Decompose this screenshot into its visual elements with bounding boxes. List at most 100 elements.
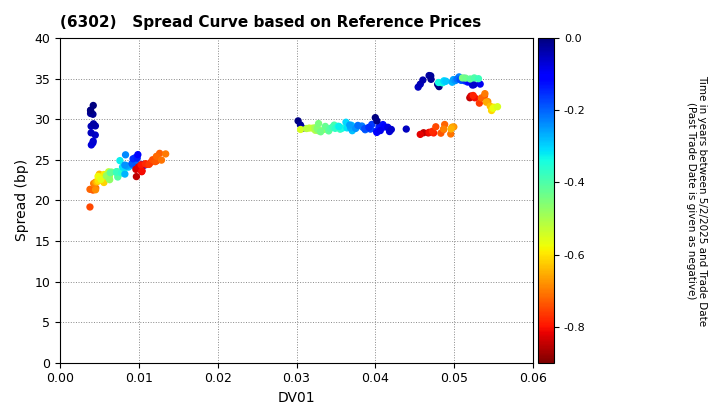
Point [446,124,458,131]
Point [136,167,148,174]
Point [459,78,471,84]
Point [363,124,374,131]
Point [135,161,147,168]
Point [309,124,320,131]
Point [138,162,150,169]
Point [336,125,348,131]
Point [127,162,138,168]
Point [488,104,500,110]
Point [333,123,344,130]
Point [143,161,155,168]
Point [320,123,331,130]
Text: (6302)   Spread Curve based on Reference Prices: (6302) Spread Curve based on Reference P… [60,15,482,30]
Point [386,126,397,133]
Point [341,125,353,131]
Point [466,77,477,84]
Point [463,78,474,85]
Point [106,169,117,176]
Point [427,128,438,135]
Point [94,171,105,178]
Point [99,176,110,183]
Point [132,151,143,158]
Point [150,158,162,164]
Point [136,161,148,168]
Point [87,111,99,118]
Point [445,131,456,137]
Point [130,159,141,166]
Point [350,125,361,132]
Point [312,120,324,127]
Point [359,125,370,132]
Point [323,128,335,134]
Point [87,140,99,147]
Point [126,160,138,167]
Point [413,84,424,90]
Point [104,169,116,176]
Point [479,90,490,97]
X-axis label: DV01: DV01 [278,391,315,405]
Point [418,129,429,136]
Point [480,99,492,105]
Point [304,125,315,131]
Point [160,150,171,157]
Point [330,125,341,132]
Point [454,76,466,83]
Point [357,124,369,131]
Point [88,121,99,127]
Point [95,176,107,183]
Point [384,128,395,135]
Point [114,157,126,164]
Point [486,107,498,114]
Point [468,81,480,88]
Point [415,81,426,87]
Point [312,127,324,134]
Point [371,118,382,124]
Point [120,163,131,170]
Point [90,185,102,192]
Point [400,126,412,132]
Point [459,75,470,82]
Point [88,102,99,109]
Y-axis label: Time in years between 5/2/2025 and Trade Date
(Past Trade Date is given as negat: Time in years between 5/2/2025 and Trade… [686,75,708,326]
Point [103,175,114,181]
Point [346,123,358,130]
Point [467,92,479,99]
Point [345,125,356,131]
Point [451,76,463,82]
Point [93,177,104,184]
Point [112,173,124,180]
Point [382,124,394,131]
Point [301,125,312,132]
Point [465,93,477,100]
Point [379,123,390,130]
Point [86,129,97,136]
Point [140,161,152,168]
Point [433,83,445,90]
Point [85,107,96,113]
Point [473,75,485,82]
Point [432,81,444,88]
Point [474,81,486,87]
Point [374,123,385,130]
Point [438,77,450,84]
Point [92,173,104,180]
Point [487,105,499,112]
Point [297,125,309,131]
Point [85,110,96,117]
Point [433,79,444,86]
Point [343,122,354,129]
Point [294,126,306,133]
Point [111,168,122,175]
Point [130,173,142,180]
Point [464,76,476,82]
Point [318,126,330,133]
Point [346,122,357,129]
Point [292,118,304,124]
Point [117,164,128,171]
Point [116,170,127,176]
Point [84,204,96,210]
Point [469,74,480,81]
Point [147,156,158,163]
Point [145,159,156,166]
Point [479,92,490,99]
